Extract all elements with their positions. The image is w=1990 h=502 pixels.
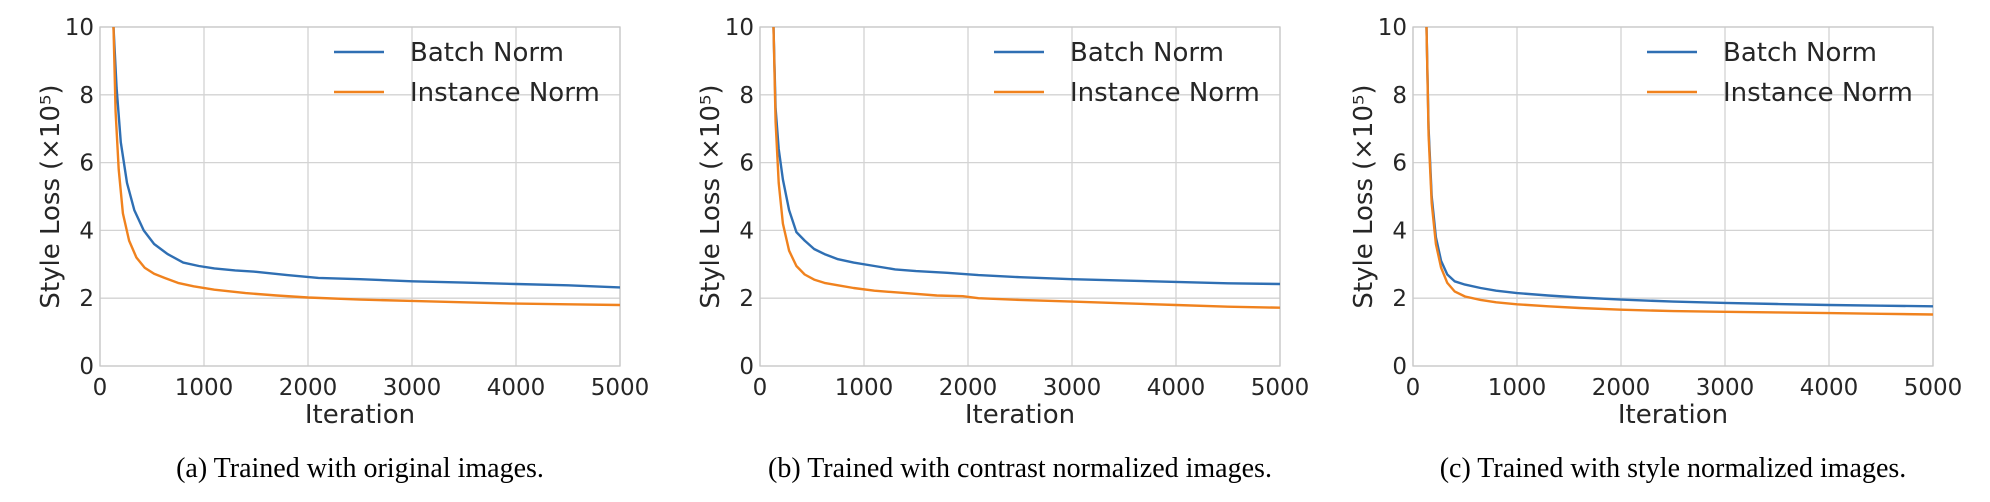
y-axis-title: Style Loss (×10⁵) [696,84,726,308]
series-line-batch-norm [1425,27,1933,308]
y-axis-title-unit: (×10⁵) [696,84,726,170]
y-tick-label: 8 [79,83,94,109]
chart-panel-0: 0 1000 2000 3000 4000 5000 0 2 4 6 8 10 Iteration Sty… [36,15,649,484]
y-tick-label: 6 [79,151,94,177]
y-axis-title-unit: (×10⁵) [1349,84,1379,170]
y-tick-label: 2 [739,286,754,312]
x-tick-label: 5000 [1251,375,1310,401]
y-axis-title: Style Loss (×10⁵) [1349,84,1379,308]
y-tick-label: 8 [1392,83,1407,109]
y-tick-label: 6 [1392,151,1407,177]
x-tick-label: 5000 [1904,375,1963,401]
y-tick-label: 0 [1392,354,1407,380]
x-axis-title: Iteration [305,400,415,430]
figure-caption: (a) Trained with original images. [176,453,544,484]
y-tick-label: 10 [1378,15,1407,41]
y-tick-label: 2 [1392,286,1407,312]
y-tick-label: 4 [79,218,94,244]
x-tick-label: 4000 [1800,375,1859,401]
y-tick-label: 0 [79,354,94,380]
x-tick-label: 3000 [1043,375,1102,401]
figure-caption: (b) Trained with contrast normalized ima… [768,453,1272,484]
x-axis-title: Iteration [1618,400,1728,430]
x-tick-label: 2000 [279,375,338,401]
legend-label: Instance Norm [1070,78,1260,108]
x-tick-label: 3000 [383,375,442,401]
legend-label: Batch Norm [1070,38,1224,68]
x-tick-label: 1000 [175,375,234,401]
y-tick-label: 10 [65,15,94,41]
x-axis-title: Iteration [965,400,1075,430]
x-tick-label: 2000 [939,375,998,401]
x-tick-label: 3000 [1696,375,1755,401]
y-axis-title-text: Style Loss [1349,178,1379,309]
plot-frame [759,26,1281,367]
series-line-batch-norm [112,27,620,289]
legend-label: Instance Norm [1723,78,1913,108]
y-tick-label: 4 [739,218,754,244]
chart-panel-2: 0 1000 2000 3000 4000 5000 0 2 4 6 8 10 Iteration Sty… [1349,15,1962,484]
y-tick-label: 4 [1392,218,1407,244]
y-tick-label: 8 [739,83,754,109]
y-axis-title-text: Style Loss [36,178,66,309]
series-line-instance-norm [772,27,1280,309]
x-tick-label: 1000 [1488,375,1547,401]
y-tick-label: 6 [739,151,754,177]
x-tick-label: 5000 [591,375,650,401]
x-tick-label: 4000 [487,375,546,401]
figure-caption: (c) Trained with style normalized images… [1440,453,1907,484]
x-tick-label: 0 [1406,375,1421,401]
y-axis-title: Style Loss (×10⁵) [36,84,66,308]
y-tick-label: 10 [725,15,754,41]
series-line-batch-norm [772,27,1280,286]
legend-label: Batch Norm [410,38,564,68]
legend-label: Instance Norm [410,78,600,108]
plot-frame [99,26,621,367]
series-line-instance-norm [112,27,620,307]
y-tick-label: 0 [739,354,754,380]
series-line-instance-norm [1425,27,1933,316]
x-tick-label: 0 [93,375,108,401]
x-tick-label: 4000 [1147,375,1206,401]
y-axis-title-text: Style Loss [696,178,726,309]
plot-frame [1412,26,1934,367]
x-tick-label: 2000 [1592,375,1651,401]
x-tick-label: 1000 [835,375,894,401]
x-tick-label: 0 [753,375,768,401]
legend-label: Batch Norm [1723,38,1877,68]
y-tick-label: 2 [79,286,94,312]
y-axis-title-unit: (×10⁵) [36,84,66,170]
chart-panel-1: 0 1000 2000 3000 4000 5000 0 2 4 6 8 10 Iteration Sty… [696,15,1309,484]
